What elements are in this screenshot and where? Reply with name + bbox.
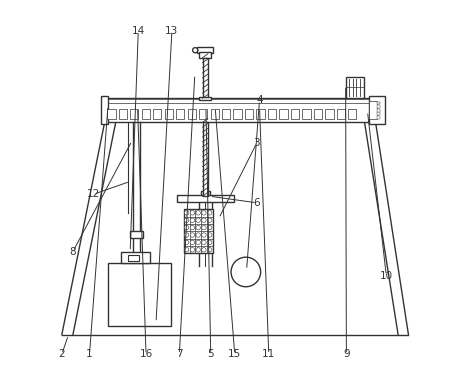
Bar	[103, 98, 383, 122]
Bar	[121, 253, 150, 263]
Bar	[346, 77, 364, 97]
Circle shape	[202, 211, 206, 215]
Text: 7: 7	[176, 349, 183, 359]
Circle shape	[190, 240, 195, 244]
Bar	[377, 102, 380, 104]
Circle shape	[190, 218, 195, 223]
Bar	[234, 109, 242, 119]
Bar	[142, 109, 150, 119]
Circle shape	[196, 211, 200, 215]
Bar	[184, 209, 212, 253]
Bar	[199, 52, 211, 58]
Bar	[369, 96, 385, 124]
Bar	[203, 122, 208, 196]
Bar	[279, 109, 288, 119]
Bar	[130, 109, 138, 119]
Text: 4: 4	[256, 95, 263, 105]
Text: 3: 3	[253, 137, 260, 147]
Circle shape	[185, 218, 189, 223]
Text: 1: 1	[86, 349, 93, 359]
Circle shape	[231, 257, 260, 287]
Circle shape	[208, 218, 212, 223]
Circle shape	[185, 248, 189, 252]
Bar	[153, 109, 162, 119]
Circle shape	[196, 225, 200, 230]
Bar	[177, 195, 234, 202]
Circle shape	[190, 225, 195, 230]
Text: 2: 2	[58, 349, 65, 359]
Circle shape	[202, 248, 206, 252]
Text: 15: 15	[228, 349, 241, 359]
Bar	[197, 47, 213, 53]
Bar	[201, 191, 210, 195]
Bar	[199, 97, 211, 100]
Circle shape	[185, 233, 189, 237]
Text: 16: 16	[139, 349, 153, 359]
Bar	[119, 109, 127, 119]
Bar	[165, 109, 173, 119]
Circle shape	[185, 225, 189, 230]
Circle shape	[196, 240, 200, 244]
Bar	[348, 109, 357, 119]
Circle shape	[193, 48, 198, 53]
Circle shape	[202, 225, 206, 230]
Bar	[128, 254, 138, 261]
Bar	[256, 109, 265, 119]
Bar	[377, 112, 380, 115]
Bar	[108, 263, 171, 326]
Text: 6: 6	[253, 198, 260, 208]
Bar	[222, 109, 230, 119]
Circle shape	[196, 248, 200, 252]
Text: 12: 12	[87, 189, 100, 199]
Bar	[187, 109, 196, 119]
Circle shape	[185, 240, 189, 244]
Bar	[377, 105, 380, 108]
Circle shape	[196, 233, 200, 237]
Bar	[314, 109, 322, 119]
Circle shape	[208, 211, 212, 215]
Text: 8: 8	[70, 247, 76, 257]
Text: 9: 9	[343, 349, 349, 359]
Text: 13: 13	[165, 26, 179, 36]
Circle shape	[208, 233, 212, 237]
Circle shape	[208, 248, 212, 252]
Bar	[291, 109, 299, 119]
Circle shape	[190, 248, 195, 252]
Circle shape	[190, 233, 195, 237]
Bar	[377, 116, 380, 119]
Bar	[337, 109, 345, 119]
Bar	[377, 109, 380, 112]
Circle shape	[202, 240, 206, 244]
Bar	[107, 109, 115, 119]
Bar	[325, 109, 333, 119]
Bar	[302, 109, 310, 119]
Bar	[369, 101, 377, 119]
Text: 10: 10	[380, 271, 393, 281]
Circle shape	[190, 211, 195, 215]
Bar	[101, 96, 107, 124]
Bar	[130, 231, 143, 238]
Text: 14: 14	[132, 26, 145, 36]
Circle shape	[202, 233, 206, 237]
Bar	[203, 58, 208, 98]
Bar	[211, 109, 219, 119]
Circle shape	[208, 240, 212, 244]
Text: 11: 11	[262, 349, 276, 359]
Circle shape	[185, 211, 189, 215]
Circle shape	[202, 218, 206, 223]
Bar	[268, 109, 276, 119]
Bar	[103, 99, 382, 103]
Bar	[199, 109, 207, 119]
Text: 5: 5	[207, 349, 214, 359]
Bar	[176, 109, 184, 119]
Circle shape	[196, 218, 200, 223]
Circle shape	[208, 225, 212, 230]
Bar	[245, 109, 253, 119]
